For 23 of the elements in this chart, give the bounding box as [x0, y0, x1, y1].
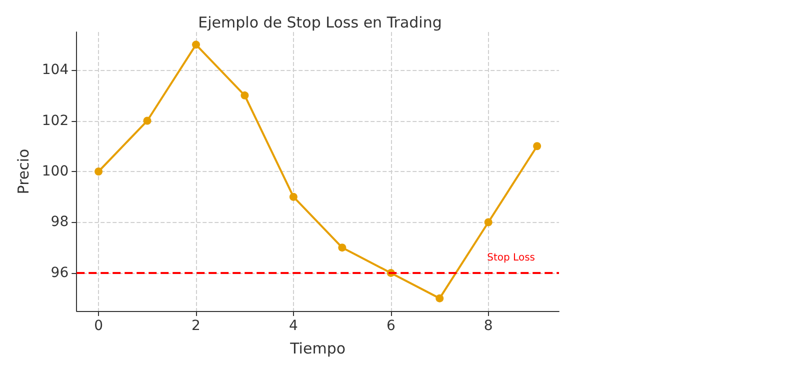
point	[338, 244, 346, 252]
x-axis-title: Tiempo	[289, 340, 346, 358]
x-tick-label: 4	[288, 318, 298, 334]
point	[192, 40, 200, 49]
y-axis-title: Precio	[14, 148, 32, 194]
x-tick-label: 0	[94, 318, 104, 334]
ref-line-label: Stop Loss	[487, 252, 535, 264]
x-tick-label: 6	[386, 318, 396, 334]
point	[94, 168, 103, 176]
y-tick-label: 96	[50, 264, 69, 281]
y-tick-label: 98	[50, 214, 69, 230]
point	[289, 192, 298, 201]
x-tick-label: 2	[192, 318, 200, 334]
y-tick-label: 100	[42, 164, 69, 180]
point	[533, 142, 542, 150]
point	[240, 91, 249, 100]
point	[436, 294, 444, 302]
y-tick-label: 104	[42, 62, 69, 78]
y-tick-label: 102	[42, 112, 69, 129]
chart-title: Ejemplo de Stop Loss en Trading	[198, 14, 442, 32]
x-tick-label: 8	[484, 318, 493, 334]
point	[484, 218, 492, 226]
point	[143, 116, 152, 125]
